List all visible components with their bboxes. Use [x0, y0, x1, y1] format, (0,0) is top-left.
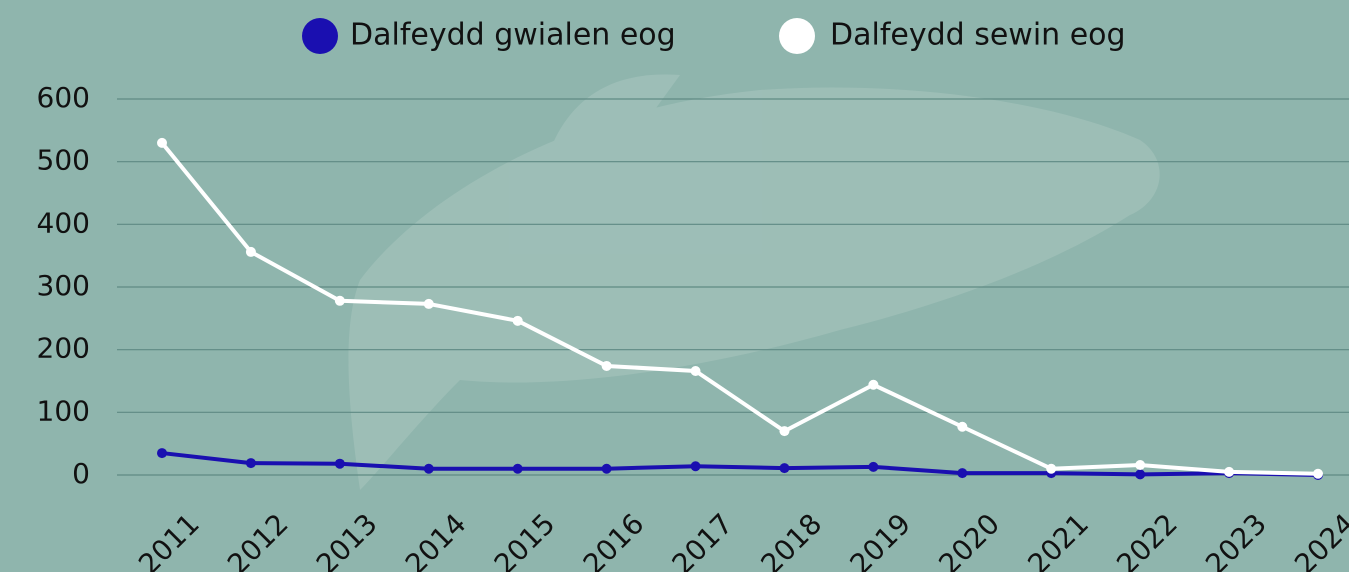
y-tick-label: 0: [72, 457, 90, 490]
data-point: [513, 464, 523, 474]
data-point: [691, 461, 701, 471]
y-tick-label: 600: [37, 81, 90, 114]
data-point: [424, 299, 434, 309]
data-point: [157, 448, 167, 458]
page: {"chart_data": {"type": "line", "x": ["2…: [0, 0, 1349, 572]
data-point: [1224, 467, 1234, 477]
data-point: [513, 316, 523, 326]
data-point: [779, 463, 789, 473]
y-tick-label: 300: [37, 269, 90, 302]
x-tick-label: 2018: [755, 507, 829, 572]
legend-swatch: [779, 18, 815, 54]
y-tick-label: 100: [37, 394, 90, 427]
x-tick-label: 2015: [488, 507, 562, 572]
data-point: [246, 247, 256, 257]
x-tick-label: 2021: [1021, 507, 1095, 572]
y-tick-label: 400: [37, 206, 90, 239]
x-tick-label: 2020: [932, 507, 1006, 572]
x-tick-label: 2019: [843, 507, 917, 572]
data-point: [868, 380, 878, 390]
data-point: [602, 464, 612, 474]
data-point: [602, 361, 612, 371]
y-tick-label: 200: [37, 332, 90, 365]
data-point: [157, 138, 167, 148]
data-point: [424, 464, 434, 474]
data-point: [335, 296, 345, 306]
x-tick-label: 2023: [1199, 507, 1273, 572]
legend-label: Dalfeydd gwialen eog: [350, 18, 676, 53]
data-point: [1135, 460, 1145, 470]
data-point: [691, 366, 701, 376]
legend-label: Dalfeydd sewin eog: [830, 18, 1126, 53]
data-point: [779, 426, 789, 436]
x-tick-label: 2012: [221, 507, 295, 572]
x-tick-label: 2024: [1288, 507, 1349, 572]
x-tick-label: 2014: [399, 507, 473, 572]
data-point: [246, 458, 256, 468]
x-tick-label: 2011: [132, 507, 206, 572]
data-point: [335, 459, 345, 469]
data-point: [1135, 469, 1145, 479]
x-tick-label: 2022: [1110, 507, 1184, 572]
data-point: [868, 462, 878, 472]
x-tick-label: 2017: [666, 507, 740, 572]
data-point: [1313, 469, 1323, 479]
x-tick-label: 2016: [577, 507, 651, 572]
data-point: [957, 422, 967, 432]
data-point: [1046, 464, 1056, 474]
legend-swatch: [302, 18, 338, 54]
x-tick-label: 2013: [310, 507, 384, 572]
y-tick-label: 500: [37, 144, 90, 177]
chart: 0100200300400500600201120122013201420152…: [0, 0, 1349, 572]
fish-decoration: [348, 74, 1159, 490]
data-point: [957, 468, 967, 478]
